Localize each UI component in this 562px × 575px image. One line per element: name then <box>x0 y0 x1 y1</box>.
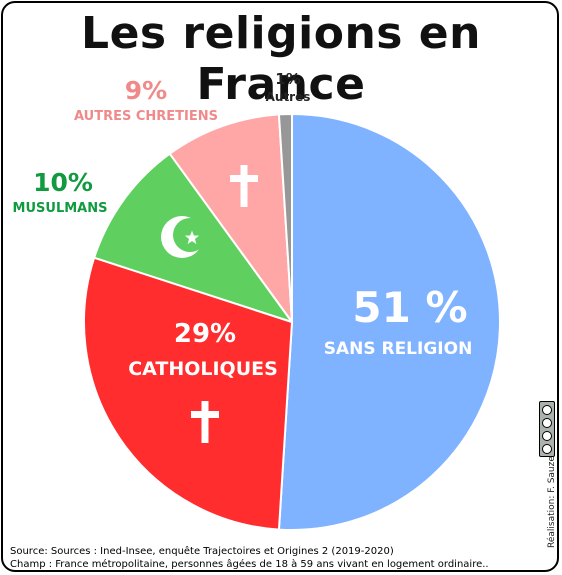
scope-note: Champ : France métropolitaine, personnes… <box>10 559 489 570</box>
crescent-star-icon <box>161 216 207 258</box>
slice-name-sans-religion: SANS RELIGION <box>324 339 473 359</box>
author-credit: Réalisation: F. Sauzeau <box>547 444 557 548</box>
source-note: Source: Sources : Ined-Insee, enquête Tr… <box>10 546 394 557</box>
slice-name-autres-chretiens: AUTRES CHRETIENS <box>74 109 218 124</box>
slice-autres <box>277 112 293 323</box>
slice-value-autres-chretiens: 9% <box>125 76 167 105</box>
slice-autres-chretiens <box>168 113 293 323</box>
slice-name-autres: Autres <box>266 90 311 104</box>
slice-value-sans-religion: 51 % <box>352 283 467 332</box>
slice-sans-religion <box>277 113 501 531</box>
slice-value-catholiques: 29% <box>174 319 236 349</box>
slice-name-musulmans: MUSULMANS <box>13 201 108 216</box>
cross-icon <box>230 165 258 207</box>
cc-license-badge <box>539 401 555 457</box>
slice-value-musulmans: 10% <box>33 168 93 197</box>
cross-icon <box>191 401 219 443</box>
slice-name-catholiques: CATHOLIQUES <box>128 358 278 380</box>
slice-catholiques <box>83 256 293 531</box>
slice-value-autres: 1% <box>275 70 300 88</box>
chart-title: Les religions en France <box>81 8 481 110</box>
